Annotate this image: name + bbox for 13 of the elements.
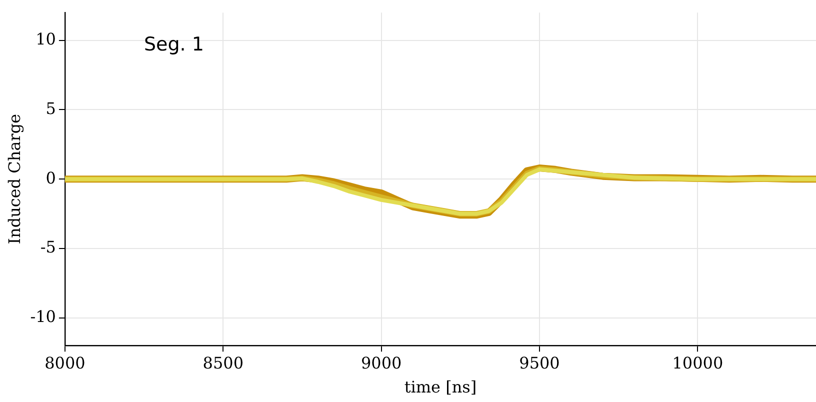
y-tick-label: 10 <box>36 30 56 49</box>
x-axis-title: time [ns] <box>404 378 477 397</box>
annotation: Seg. 1 <box>144 34 204 56</box>
x-tick-label: 9500 <box>519 353 560 372</box>
y-tick-label: 0 <box>46 168 56 188</box>
y-tick-label: -10 <box>30 307 56 326</box>
x-tick-label: 9000 <box>360 353 402 372</box>
y-tick-label: 5 <box>46 98 56 118</box>
y-tick-label: -5 <box>40 238 56 257</box>
x-tick-label: 8500 <box>202 353 244 372</box>
y-axis-title: Induced Charge <box>4 114 24 244</box>
x-tick-label: 10000 <box>672 353 724 372</box>
x-tick-label: 8000 <box>44 353 86 372</box>
